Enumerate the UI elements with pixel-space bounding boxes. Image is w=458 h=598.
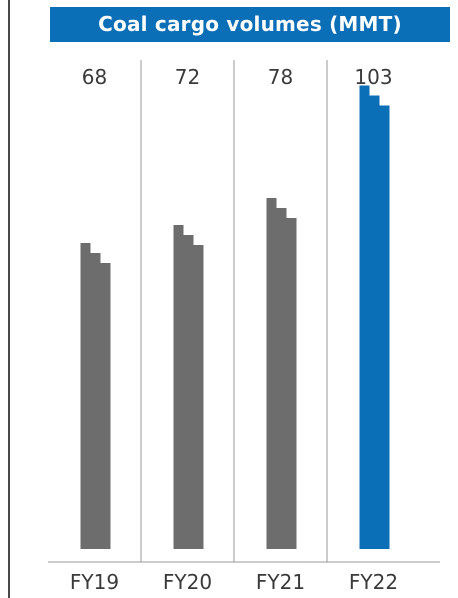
x-tick-fy20: FY20 <box>163 570 212 594</box>
left-border-line <box>8 0 10 598</box>
bar-fy22 <box>359 85 390 549</box>
x-tick-fy21: FY21 <box>256 570 305 594</box>
x-tick-fy19: FY19 <box>70 570 119 594</box>
value-label-fy19: 68 <box>82 65 107 89</box>
value-label-fy22: 103 <box>354 65 392 89</box>
bar-fy20 <box>173 225 204 549</box>
value-label-fy21: 78 <box>268 65 293 89</box>
bar-fy21 <box>266 198 297 549</box>
bar-fy19 <box>80 243 111 549</box>
x-tick-fy22: FY22 <box>349 570 398 594</box>
chart-title: Coal cargo volumes (MMT) <box>50 7 450 42</box>
value-label-fy20: 72 <box>175 65 200 89</box>
